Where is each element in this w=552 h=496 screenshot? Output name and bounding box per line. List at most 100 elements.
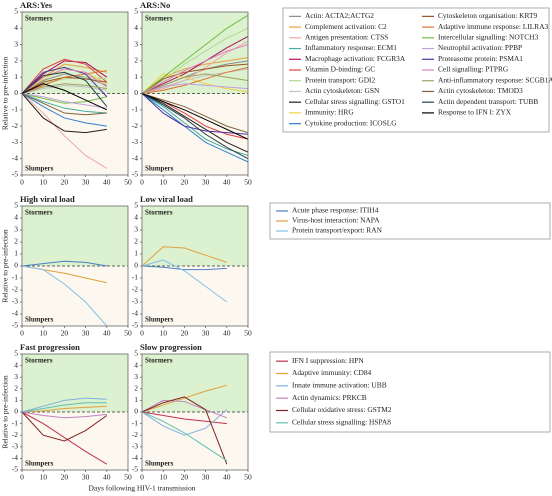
series-line <box>142 40 248 94</box>
x-tick-label: 30 <box>82 329 90 338</box>
x-tick-label: 10 <box>159 329 167 338</box>
slumpers-label: Slumpers <box>25 316 54 324</box>
panel-title: Slow progression <box>140 342 202 352</box>
y-tick-label: 5 <box>14 201 18 210</box>
y-tick-label: 1 <box>134 72 138 81</box>
legend-label: Immunity: HRG <box>305 108 354 117</box>
y-axis-label: Relative to pre-infection <box>1 375 10 449</box>
series-line <box>142 396 228 465</box>
series-line <box>142 27 248 94</box>
panel-title: High viral load <box>20 194 75 204</box>
series-line <box>142 73 248 94</box>
y-tick-label: -1 <box>132 418 138 427</box>
series-line <box>22 93 107 134</box>
panel-title: ARS:No <box>140 0 170 10</box>
legend-label: Macrophage activation: FCGR3A <box>305 54 406 63</box>
series-line <box>142 384 227 413</box>
x-tick-label: 0 <box>20 473 24 482</box>
series-line <box>142 265 227 271</box>
legend-label: Cytokine production: ICOSLG <box>305 118 397 127</box>
y-tick-label: -5 <box>12 170 18 179</box>
series-line <box>22 397 107 413</box>
y-tick-label: -1 <box>132 105 138 114</box>
y-tick-label: -4 <box>12 153 18 162</box>
stormers-label: Stormers <box>145 209 173 217</box>
y-tick-label: 4 <box>134 23 138 32</box>
y-tick-label: 4 <box>14 213 18 222</box>
series-line <box>22 93 107 104</box>
x-axis-label: Days following HIV-1 transmission <box>88 484 195 493</box>
y-tick-label: 3 <box>14 39 18 48</box>
y-tick-label: -4 <box>132 153 138 162</box>
y-tick-label: 2 <box>134 237 138 246</box>
stormers-label: Stormers <box>145 357 173 365</box>
x-tick-label: 30 <box>82 473 90 482</box>
legend-label: Innate immune activation: UBB <box>292 381 387 390</box>
x-tick-label: 50 <box>124 473 132 482</box>
legend-label: Anti-inflammatory response: SCGB1A1 <box>438 75 552 84</box>
legend-label: Actin dynamics: PRKCB <box>292 393 367 402</box>
x-tick-label: 20 <box>61 329 69 338</box>
y-tick-label: -3 <box>12 442 18 451</box>
x-tick-label: 0 <box>20 329 24 338</box>
stormer-zone <box>22 354 128 412</box>
legend-label: Adaptive immunity: CD84 <box>292 368 372 377</box>
y-tick-label: -5 <box>12 321 18 330</box>
y-tick-label: -2 <box>12 430 18 439</box>
series-line <box>142 66 248 94</box>
series-line <box>142 93 248 135</box>
series-line <box>22 411 107 419</box>
x-tick-label: 30 <box>202 473 210 482</box>
y-tick-label: -3 <box>132 137 138 146</box>
x-tick-label: 40 <box>103 473 111 482</box>
slumpers-label: Slumpers <box>25 165 54 173</box>
slumpers-label: Slumpers <box>145 460 174 468</box>
legend-box <box>269 202 551 240</box>
x-tick-label: 30 <box>82 178 90 187</box>
series-line <box>142 93 248 134</box>
stormers-label: Stormers <box>25 209 53 217</box>
y-tick-label: 0 <box>14 407 18 416</box>
y-tick-label: 2 <box>134 56 138 65</box>
series-line <box>22 60 108 94</box>
legend-label: Proteasome protein: PSMA1 <box>438 54 523 63</box>
series-line <box>142 36 248 94</box>
series-line <box>142 93 248 160</box>
y-tick-label: 0 <box>134 407 138 416</box>
series-line <box>22 93 107 114</box>
y-tick-label: -4 <box>12 309 18 318</box>
y-tick-label: 1 <box>134 249 138 258</box>
y-tick-label: 0 <box>134 261 138 270</box>
slumper-zone <box>22 93 128 175</box>
y-tick-label: -1 <box>12 105 18 114</box>
y-tick-label: -5 <box>12 465 18 474</box>
series-line <box>142 93 248 163</box>
y-tick-label: 3 <box>134 225 138 234</box>
y-tick-label: -5 <box>132 170 138 179</box>
stormers-label: Stormers <box>145 15 173 23</box>
x-tick-label: 10 <box>39 178 47 187</box>
y-tick-label: 0 <box>14 88 18 97</box>
series-line <box>22 68 108 94</box>
series-line <box>22 93 108 169</box>
slumper-zone <box>142 266 248 326</box>
series-line <box>142 93 248 153</box>
series-line <box>142 409 228 436</box>
y-axis-label: Relative to pre-infection <box>1 229 10 303</box>
y-tick-label: -2 <box>12 121 18 130</box>
legend-label: Complement activation: C2 <box>305 22 387 31</box>
x-tick-label: 30 <box>202 329 210 338</box>
y-tick-label: -4 <box>132 453 138 462</box>
y-tick-label: 1 <box>14 72 18 81</box>
x-tick-label: 20 <box>61 473 69 482</box>
x-tick-label: 20 <box>181 178 189 187</box>
slumpers-label: Slumpers <box>145 316 174 324</box>
x-tick-label: 40 <box>223 329 231 338</box>
legend-box <box>269 351 551 433</box>
y-tick-label: 2 <box>134 384 138 393</box>
series-line <box>142 63 248 94</box>
x-tick-label: 40 <box>223 178 231 187</box>
series-line <box>142 93 248 156</box>
series-line <box>22 83 108 111</box>
y-tick-label: -2 <box>132 430 138 439</box>
